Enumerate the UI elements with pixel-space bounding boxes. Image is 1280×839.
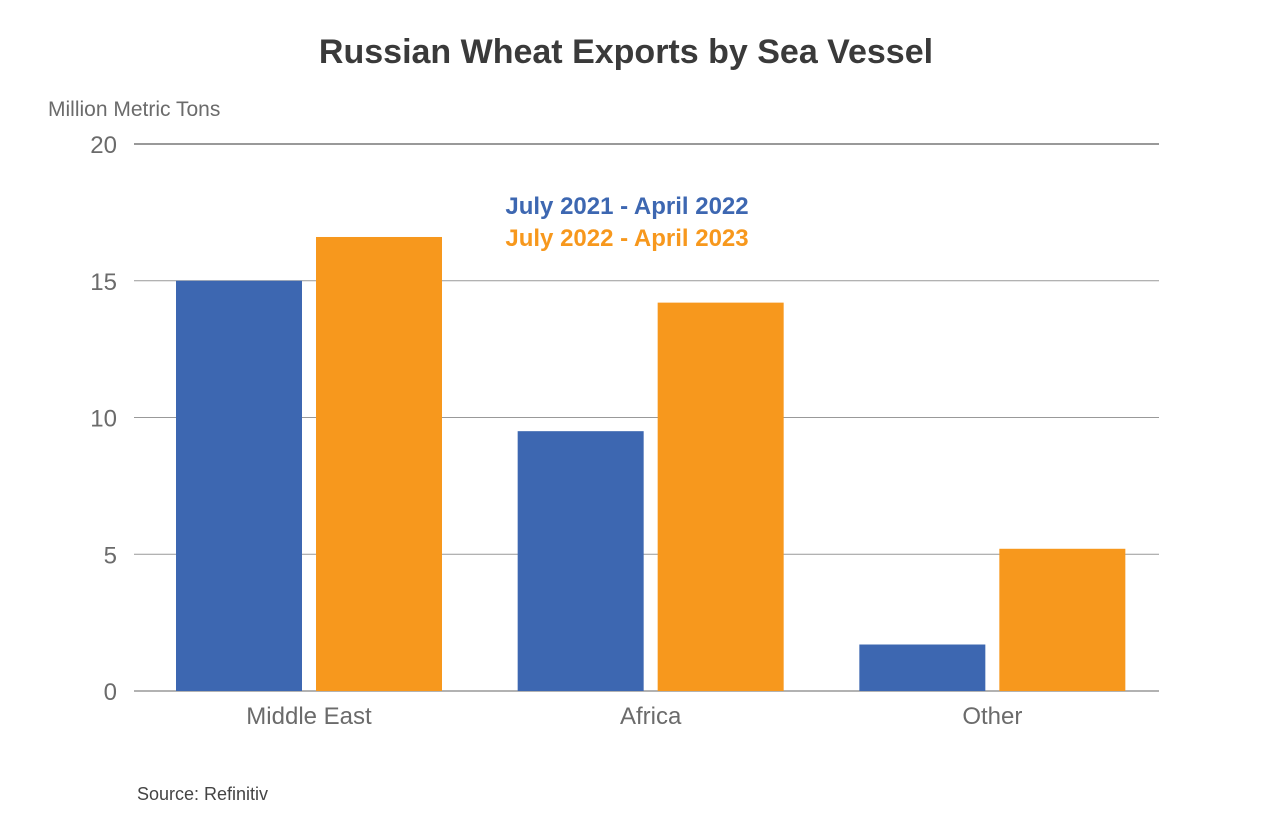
- bar-other-series-1: [859, 644, 986, 691]
- bar-other-series-2: [999, 548, 1126, 691]
- source-note: Source: Refinitiv: [137, 784, 268, 804]
- y-tick-label: 10: [90, 406, 117, 433]
- bar-middle-east-series-2: [316, 236, 442, 692]
- x-tick-label: Africa: [620, 703, 682, 730]
- bar-middle-east-series-1: [176, 280, 302, 691]
- y-axis-label: Million Metric Tons: [48, 98, 220, 121]
- y-tick-label: 5: [104, 542, 117, 569]
- bar-africa-series-1: [517, 431, 644, 691]
- bar-africa-series-2: [657, 302, 784, 691]
- legend-series-1: July 2021 - April 2022: [505, 193, 748, 220]
- x-tick-label: Middle East: [246, 703, 372, 730]
- y-tick-label: 20: [90, 132, 117, 159]
- legend-series-2: July 2022 - April 2023: [505, 225, 748, 252]
- y-tick-label: 0: [104, 679, 117, 706]
- y-tick-label: 15: [90, 269, 117, 296]
- chart-title: Russian Wheat Exports by Sea Vessel: [319, 33, 933, 71]
- x-tick-label: Other: [962, 703, 1022, 730]
